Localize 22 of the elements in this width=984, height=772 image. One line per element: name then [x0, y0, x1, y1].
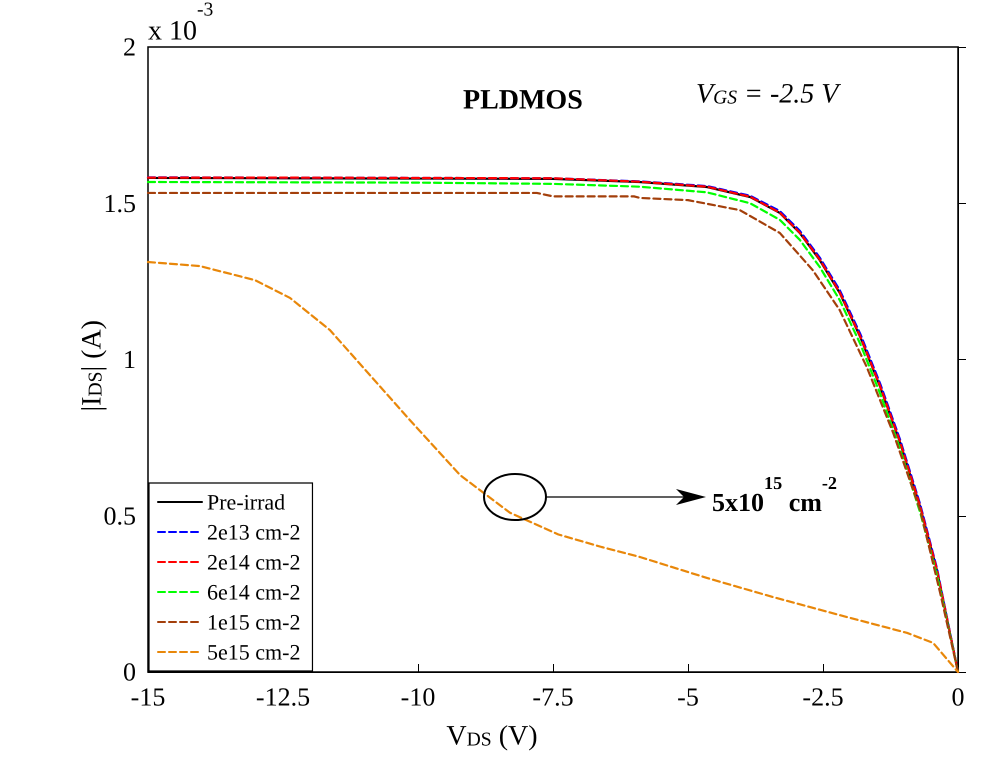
legend-label: 1e15 cm-2	[207, 610, 300, 634]
text: PLDMOS	[463, 84, 583, 116]
y-axis-title: |IDS| (A)	[76, 320, 108, 412]
x-tick-label: 0	[952, 682, 964, 712]
legend-label: Pre-irrad	[207, 490, 286, 514]
legend-label: 6e14 cm-2	[207, 580, 300, 604]
y-tick-label: 1.5	[104, 188, 136, 218]
annotation: VGS = -2.5 V	[696, 78, 842, 110]
x-axis-title: VDS (V)	[446, 720, 538, 752]
legend-label: 2e14 cm-2	[207, 550, 300, 574]
legend-label: 2e13 cm-2	[207, 520, 300, 544]
legend-label: 5e15 cm-2	[207, 640, 300, 664]
annotation: 5x1015 cm-2	[712, 473, 838, 518]
x-tick-label: -7.5	[532, 682, 574, 712]
y-tick-label: 1	[123, 345, 136, 374]
x-tick-label: -5	[677, 682, 699, 712]
y-tick-label: 0.5	[104, 501, 136, 530]
x-tick-label: -12.5	[256, 682, 310, 712]
y-tick-label: 2	[123, 32, 136, 62]
x-tick-label: -2.5	[802, 682, 844, 712]
text: x 10-3	[148, 0, 214, 46]
x-tick-label: -10	[400, 682, 436, 712]
